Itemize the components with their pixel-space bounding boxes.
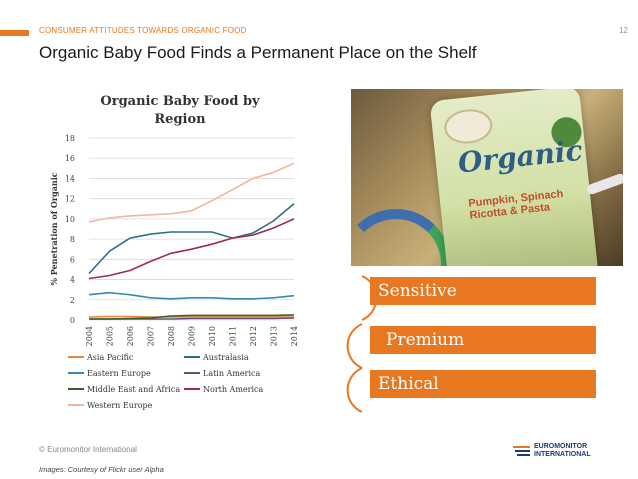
- brand-oval: [442, 107, 494, 146]
- x-tick-label: 2014: [290, 326, 299, 346]
- line-chart: Organic Baby Food by Region 0 2 4 6 8 10 12 14 16 1…: [49, 94, 299, 410]
- x-tick-label: 2011: [229, 326, 238, 346]
- series-line-eastern-europe: [88, 291, 295, 300]
- spoon-shape: [585, 172, 623, 196]
- logo-mark-icon: [513, 446, 530, 456]
- page-number: 12: [619, 26, 628, 35]
- attribute-bar-sensitive: Sensitive: [370, 277, 596, 305]
- copyright-text: © Euromonitor International: [39, 445, 137, 454]
- legend-label: Western Europe: [87, 401, 153, 410]
- y-tick-label: 8: [70, 235, 75, 244]
- logo-line2: INTERNATIONAL: [534, 451, 591, 458]
- attribute-bar-ethical: Ethical: [370, 370, 596, 398]
- x-tick-label: 2009: [188, 326, 197, 346]
- x-tick-label: 2010: [208, 326, 217, 346]
- y-tick-label: 0: [70, 316, 75, 325]
- y-tick-label: 2: [70, 296, 75, 305]
- x-tick-label: 2013: [270, 326, 279, 346]
- baby-food-pouch: Organic Pumpkin, Spinach Ricotta & Pasta: [429, 89, 599, 266]
- series-line-australasia: [88, 203, 295, 275]
- x-tick-label: 2004: [85, 326, 94, 346]
- section-kicker: CONSUMER ATTITUDES TOWARDS ORGANIC FOOD: [39, 26, 247, 35]
- y-tick-label: 18: [65, 134, 75, 143]
- chart-title: Organic Baby Food by: [100, 94, 260, 109]
- y-axis-label: % Penetration of Organic: [49, 172, 59, 285]
- y-tick-label: 6: [70, 255, 75, 264]
- series-line-western-europe: [88, 162, 295, 223]
- accent-bar: [0, 30, 29, 36]
- euromonitor-logo: EUROMONITOR INTERNATIONAL: [513, 443, 603, 459]
- y-tick-label: 4: [70, 276, 75, 285]
- y-tick-label: 14: [65, 174, 75, 183]
- pouch-flavour-text: Pumpkin, Spinach Ricotta & Pasta: [467, 187, 564, 222]
- x-tick-label: 2007: [147, 326, 156, 346]
- logo-line1: EUROMONITOR: [534, 443, 588, 450]
- series-line-asia-pacific: [88, 315, 294, 318]
- legend-label: North America: [203, 385, 264, 394]
- connector-arcs: [346, 275, 378, 413]
- series-line-north-america: [88, 218, 295, 280]
- product-photo: Organic Pumpkin, Spinach Ricotta & Pasta: [351, 89, 623, 266]
- image-credit: Images: Courtesy of Flickr user Alpha: [39, 465, 164, 474]
- legend-label: Eastern Europe: [87, 369, 151, 378]
- page-title: Organic Baby Food Finds a Permanent Plac…: [39, 43, 477, 62]
- chart-title-line2: Region: [154, 112, 206, 127]
- legend-label: Asia Pacific: [86, 353, 134, 362]
- x-tick-label: 2012: [249, 326, 258, 346]
- legend-label: Australasia: [202, 353, 249, 362]
- x-tick-label: 2005: [106, 326, 115, 346]
- x-tick-label: 2006: [126, 326, 135, 346]
- legend-label: Middle East and Africa: [87, 385, 180, 394]
- attribute-bar-premium: Premium: [370, 326, 596, 354]
- legend-label: Latin America: [203, 369, 261, 378]
- series-line-middle-east-and-africa: [89, 314, 295, 320]
- y-tick-label: 10: [65, 215, 75, 224]
- y-tick-label: 16: [65, 154, 75, 163]
- x-tick-label: 2008: [167, 326, 176, 346]
- y-tick-label: 12: [65, 195, 75, 204]
